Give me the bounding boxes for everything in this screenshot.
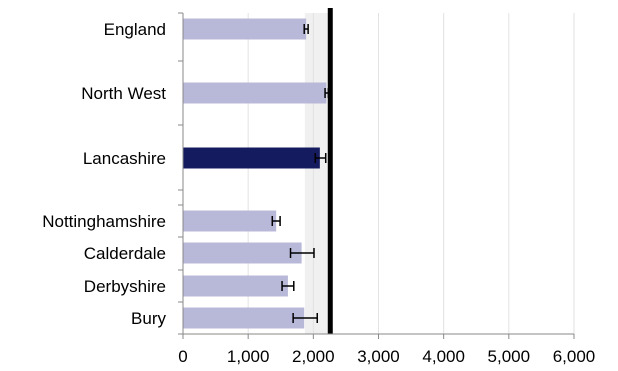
category-label-derbyshire: Derbyshire [84,277,166,296]
x-tick-label-3: 3,000 [357,347,400,366]
error-bar-derbyshire [281,281,295,291]
x-tick-label-0: 0 [178,347,187,366]
x-tick-label-2: 2,000 [292,347,335,366]
category-label-bury: Bury [131,309,166,328]
x-tick-label-5: 5,000 [488,347,531,366]
shaded-range-band [304,13,331,334]
bar-lancashire [183,147,320,169]
error-bar-nottinghamshire [271,216,281,226]
bar-derbyshire [183,275,288,297]
x-tick-label-4: 4,000 [422,347,465,366]
bar-nottinghamshire [183,210,277,232]
error-bar-calderdale [289,248,315,258]
bar-calderdale [183,242,302,264]
category-label-north-west: North West [81,84,166,103]
bar-north-west [183,82,327,104]
bar-england [183,18,307,40]
error-bar-england [303,24,309,34]
category-label-calderdale: Calderdale [84,244,166,263]
error-bar-lancashire [314,153,327,163]
category-label-nottinghamshire: Nottinghamshire [42,212,166,231]
x-tick-label-1: 1,000 [227,347,270,366]
category-label-england: England [104,20,166,39]
x-tick-label-6: 6,000 [553,347,596,366]
error-bar-bury [292,313,318,323]
category-label-lancashire: Lancashire [83,149,166,168]
bar-bury [183,307,305,329]
